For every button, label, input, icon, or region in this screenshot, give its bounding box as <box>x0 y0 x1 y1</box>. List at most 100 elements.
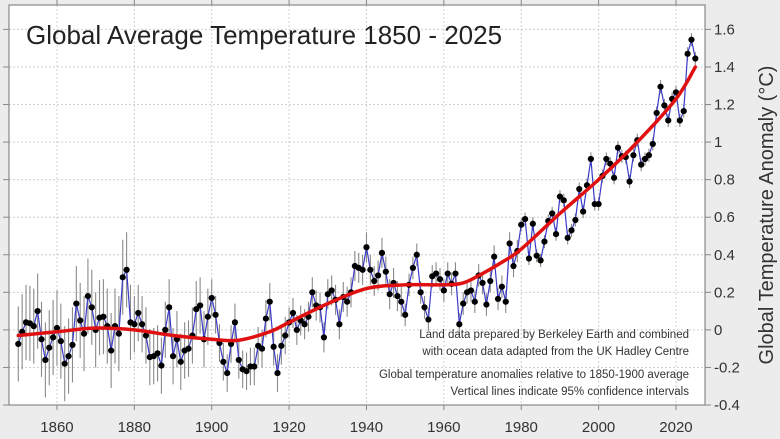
data-point <box>73 300 80 307</box>
data-point <box>131 321 138 328</box>
data-point <box>479 279 486 287</box>
x-tick-label: 1960 <box>427 419 460 436</box>
y-axis: -0.4 -0.2 0 0.2 0.4 0.6 0.8 1 1.2 1.4 1.6 <box>3 21 740 414</box>
data-point <box>680 108 687 115</box>
data-point <box>336 321 343 328</box>
data-point <box>394 292 401 300</box>
x-tick-label: 1900 <box>195 419 228 436</box>
data-point <box>374 272 382 279</box>
x-tick-label: 2020 <box>659 419 692 436</box>
data-point <box>433 270 440 277</box>
data-point <box>266 298 273 305</box>
data-point <box>386 291 393 298</box>
data-point <box>413 251 420 258</box>
y-tick-label: 1.4 <box>714 59 735 76</box>
data-point <box>169 353 177 360</box>
data-point <box>518 221 525 228</box>
y-tick-label: 1 <box>714 134 722 151</box>
data-point <box>46 344 53 351</box>
data-point <box>235 356 242 364</box>
data-point <box>630 152 637 159</box>
data-point <box>452 270 459 277</box>
data-point <box>204 313 211 320</box>
data-point <box>38 336 45 343</box>
data-point <box>525 255 533 262</box>
data-point <box>510 262 517 270</box>
data-point <box>88 304 95 311</box>
data-point <box>529 220 536 227</box>
data-point <box>65 353 72 360</box>
data-point <box>100 313 107 320</box>
y-tick-label: -0.4 <box>714 397 740 414</box>
data-point <box>50 334 57 341</box>
data-point <box>185 345 192 352</box>
data-point <box>541 238 548 245</box>
x-tick-label: 2000 <box>582 419 615 436</box>
data-point <box>494 295 502 302</box>
data-point <box>193 306 200 313</box>
data-point <box>324 291 331 298</box>
data-point <box>15 340 22 348</box>
data-point <box>154 350 161 357</box>
data-point <box>649 140 656 148</box>
annotation-line-2: with ocean data adapted from the UK Hadl… <box>421 346 689 358</box>
data-point <box>572 216 579 224</box>
data-point <box>436 276 444 283</box>
data-point <box>115 330 122 337</box>
data-point <box>328 287 335 294</box>
data-point <box>138 321 146 328</box>
x-tick-label: 1860 <box>40 419 73 436</box>
data-point <box>676 117 683 124</box>
data-point <box>123 266 130 273</box>
data-point <box>665 117 672 124</box>
data-point <box>614 144 622 151</box>
data-point <box>162 326 169 333</box>
data-point <box>119 274 126 281</box>
data-point <box>270 343 277 350</box>
data-point <box>456 321 463 328</box>
data-point <box>409 264 417 272</box>
data-point <box>177 358 184 365</box>
data-point <box>491 253 498 260</box>
data-point <box>653 109 660 117</box>
data-point <box>166 304 173 311</box>
trend-line <box>16 65 698 343</box>
data-point <box>258 345 266 352</box>
data-point <box>684 50 691 57</box>
data-point <box>421 304 428 311</box>
data-point <box>227 340 235 348</box>
data-point <box>661 102 668 109</box>
data-point <box>42 356 49 364</box>
data-point <box>382 268 389 275</box>
annotation-line-4: Vertical lines indicate 95% confidence i… <box>451 386 690 398</box>
y-tick-label: 1.2 <box>714 97 735 114</box>
data-point <box>142 332 150 339</box>
data-point <box>688 36 695 43</box>
data-point <box>487 277 494 285</box>
data-point <box>483 301 490 308</box>
data-point <box>502 298 509 305</box>
data-point <box>692 55 699 62</box>
data-point <box>610 174 618 181</box>
x-axis: 1860 1880 1900 1920 1940 1960 1980 2000 2020 <box>40 0 693 436</box>
data-point <box>212 311 219 318</box>
data-point <box>556 193 564 200</box>
x-tick-label: 1880 <box>118 419 151 436</box>
data-point <box>603 155 610 163</box>
x-tick-label: 1980 <box>505 419 538 436</box>
data-point <box>471 298 478 305</box>
data-point <box>158 362 165 369</box>
plot-area <box>9 5 705 405</box>
data-point <box>595 200 602 208</box>
data-point <box>417 289 424 296</box>
x-tick-label: 1940 <box>350 419 383 436</box>
data-point <box>587 155 594 163</box>
data-point <box>197 302 204 309</box>
data-point <box>80 330 88 337</box>
data-point <box>57 338 64 345</box>
data-point <box>626 178 633 185</box>
data-point <box>568 227 575 234</box>
data-point <box>522 215 529 223</box>
data-point <box>657 83 664 90</box>
